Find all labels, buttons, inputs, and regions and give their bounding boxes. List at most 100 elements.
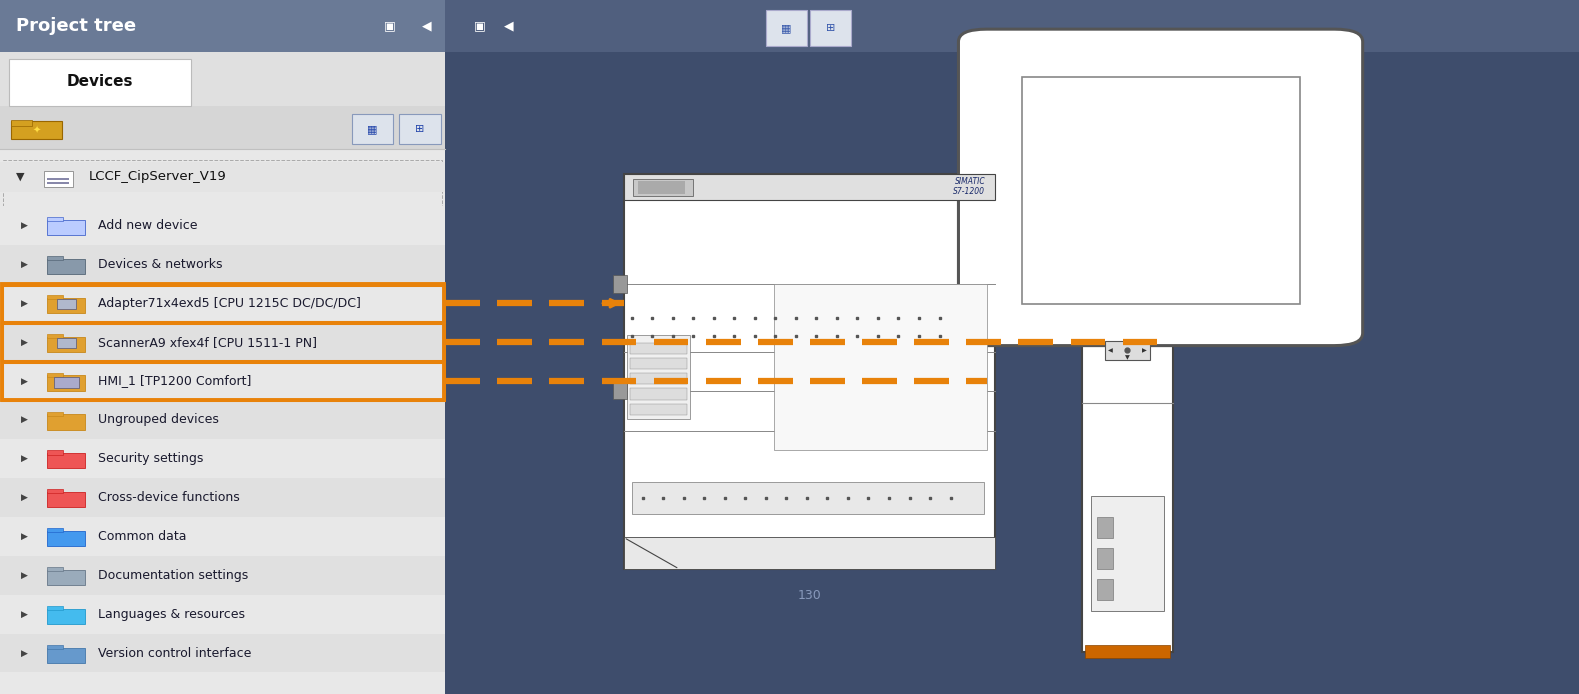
Bar [47, 567, 63, 571]
Text: HMI_1 [TP1200 Comfort]: HMI_1 [TP1200 Comfort] [98, 375, 251, 387]
Bar [613, 276, 627, 293]
Bar [11, 121, 62, 139]
Bar [47, 648, 85, 663]
Bar [47, 489, 63, 493]
Bar [47, 450, 63, 455]
Text: ▶: ▶ [21, 338, 27, 346]
Bar [2, 284, 444, 400]
Bar [47, 606, 63, 610]
Text: ⊞: ⊞ [415, 124, 425, 134]
Bar [1088, 163, 1167, 226]
Text: LCCF_CipServer_V19: LCCF_CipServer_V19 [88, 171, 226, 183]
Text: Devices: Devices [66, 74, 133, 90]
Bar [47, 453, 85, 468]
Text: ▶: ▶ [21, 532, 27, 541]
Bar [0, 284, 445, 323]
Bar [0, 595, 445, 634]
Bar [47, 373, 63, 377]
Text: Devices & networks: Devices & networks [98, 258, 223, 271]
Bar [47, 492, 85, 507]
Bar [57, 299, 76, 309]
Bar [47, 259, 85, 274]
Text: Add new device: Add new device [98, 219, 197, 232]
FancyBboxPatch shape [352, 114, 393, 144]
Bar [630, 389, 687, 400]
FancyBboxPatch shape [9, 59, 191, 106]
Text: ▣: ▣ [474, 19, 486, 32]
Bar [1097, 517, 1113, 538]
Bar [0, 106, 445, 149]
Bar [47, 337, 85, 352]
Text: Project tree: Project tree [16, 17, 136, 35]
Text: ▶: ▶ [21, 610, 27, 618]
FancyBboxPatch shape [766, 10, 807, 46]
Bar [445, 0, 1579, 52]
Bar [2, 323, 444, 361]
Text: Adapter71x4exd5 [CPU 1215C DC/DC/DC]: Adapter71x4exd5 [CPU 1215C DC/DC/DC] [98, 297, 360, 310]
Text: Common data: Common data [98, 530, 186, 543]
Bar [47, 531, 85, 546]
Text: 130: 130 [797, 589, 821, 602]
Bar [44, 171, 73, 187]
Bar [57, 338, 76, 348]
Text: ▼: ▼ [16, 172, 24, 182]
Bar [0, 478, 445, 517]
Text: ▼: ▼ [1124, 355, 1131, 360]
Bar [47, 609, 85, 624]
Text: ▦: ▦ [368, 124, 377, 134]
FancyArrowPatch shape [627, 539, 677, 568]
Bar [47, 298, 85, 313]
Bar [638, 181, 685, 194]
Bar [624, 174, 995, 569]
Bar [0, 323, 445, 362]
Bar [624, 174, 995, 200]
Bar [774, 285, 987, 450]
Bar [630, 358, 687, 369]
FancyBboxPatch shape [810, 10, 851, 46]
Bar [633, 179, 693, 196]
Text: ✦: ✦ [32, 126, 41, 135]
Bar [1086, 83, 1168, 132]
Bar [1097, 548, 1113, 569]
Bar [630, 343, 687, 354]
Bar [1097, 579, 1113, 600]
Bar [0, 149, 445, 694]
Bar [2, 362, 444, 400]
Bar [630, 373, 687, 384]
Text: ScannerA9 xfex4f [CPU 1511-1 PN]: ScannerA9 xfex4f [CPU 1511-1 PN] [98, 336, 317, 348]
Text: ▦: ▦ [782, 24, 791, 33]
Bar [0, 556, 445, 595]
Bar [47, 375, 85, 391]
Bar [627, 335, 690, 418]
Bar [0, 162, 445, 192]
Bar [47, 414, 85, 430]
Bar [632, 482, 984, 514]
Bar [47, 334, 63, 338]
Text: Languages & resources: Languages & resources [98, 608, 245, 620]
Text: ▶: ▶ [21, 299, 27, 307]
Bar [1105, 341, 1150, 360]
Text: ⊞: ⊞ [826, 24, 835, 33]
Bar [445, 0, 1579, 694]
Text: Security settings: Security settings [98, 452, 204, 465]
Bar [47, 528, 63, 532]
Bar [0, 439, 445, 478]
Bar [0, 0, 445, 694]
Text: ▶: ▶ [21, 493, 27, 502]
Text: Cross-device functions: Cross-device functions [98, 491, 240, 504]
Bar [47, 217, 63, 221]
Text: Documentation settings: Documentation settings [98, 569, 248, 582]
Text: ▲: ▲ [1124, 341, 1131, 346]
Bar [1022, 76, 1300, 304]
Text: ◀: ◀ [1108, 348, 1113, 353]
Bar [11, 120, 32, 126]
Bar [0, 400, 445, 439]
Text: ◀: ◀ [422, 19, 431, 32]
Bar [47, 220, 85, 235]
Bar [1091, 496, 1164, 611]
Bar [47, 178, 69, 180]
Text: ▶: ▶ [21, 260, 27, 269]
Text: ▶: ▶ [1142, 348, 1146, 353]
Bar [54, 377, 79, 388]
Bar [0, 634, 445, 672]
